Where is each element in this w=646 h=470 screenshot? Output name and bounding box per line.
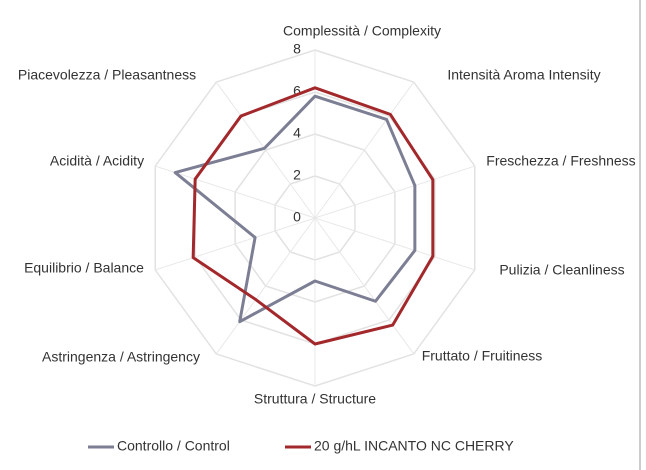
axis-label: Astringenza / Astringency	[42, 349, 200, 365]
spoke	[155, 165, 316, 219]
axis-label: Pulizia / Cleanliness	[499, 262, 624, 278]
spoke	[314, 165, 475, 219]
spoke	[215, 81, 316, 219]
spoke	[215, 217, 316, 355]
axis-label: Freschezza / Freshness	[486, 153, 635, 169]
axis-label: Piacevolezza / Pleasantness	[18, 67, 196, 83]
tick-label: 2	[293, 167, 301, 183]
tick-label: 6	[293, 83, 301, 99]
axis-label: Acidità / Acidity	[50, 153, 144, 169]
axis-label: Intensità Aroma Intensity	[447, 67, 600, 83]
tick-label: 0	[293, 209, 301, 225]
axis-label: Fruttato / Fruitiness	[422, 348, 543, 364]
tick-label: 8	[293, 41, 301, 57]
axis-label: Equilibrio / Balance	[24, 260, 144, 276]
series-line	[191, 86, 435, 346]
legend-label: Controllo / Control	[117, 438, 230, 454]
legend-label: 20 g/hL INCANTO NC CHERRY	[314, 438, 514, 454]
axis-label: Complessità / Complexity	[283, 23, 441, 39]
spoke	[155, 217, 316, 271]
spoke	[314, 217, 415, 355]
spoke	[314, 81, 415, 219]
tick-label: 4	[293, 125, 301, 141]
spoke	[314, 217, 475, 271]
axis-label: Struttura / Structure	[254, 391, 376, 407]
